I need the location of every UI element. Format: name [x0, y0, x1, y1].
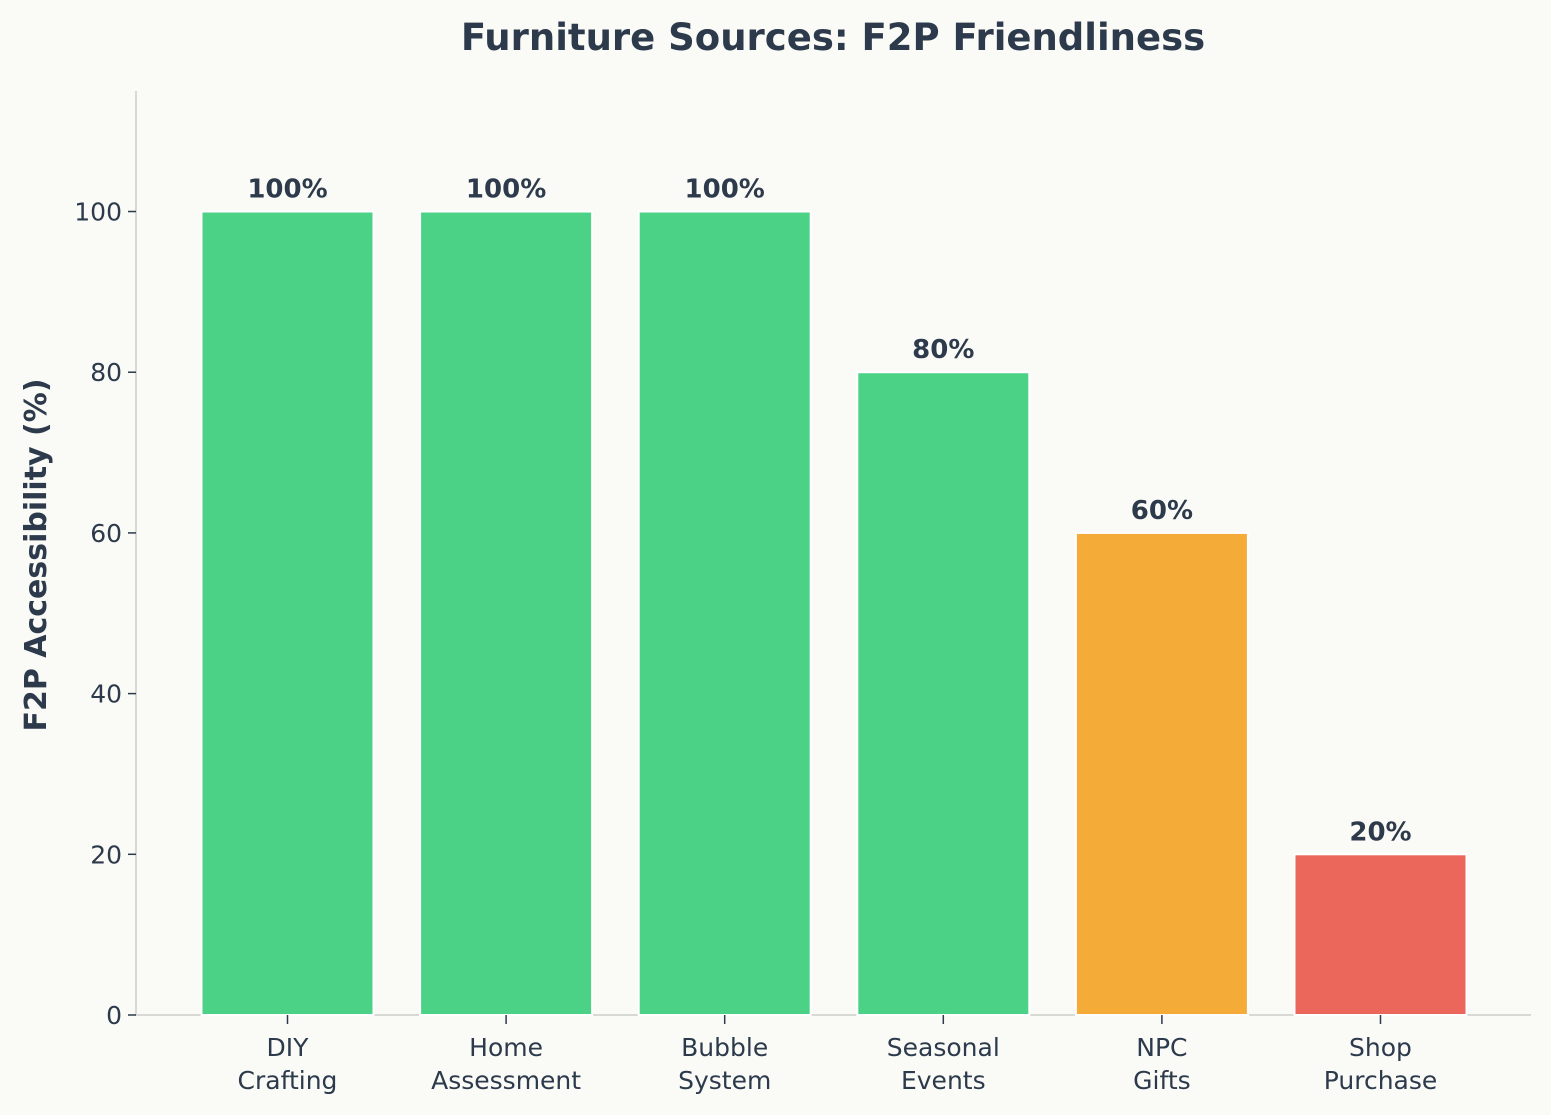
bar	[856, 371, 1031, 1016]
value-labels: 100% 100% 100% 80% 60% 20%	[247, 175, 1411, 848]
x-tick-label: Gifts	[1133, 1066, 1191, 1095]
bar-value-label: 60%	[1131, 496, 1193, 526]
x-tick-label: Events	[901, 1066, 986, 1095]
bar	[419, 210, 594, 1017]
bar-value-label: 100%	[685, 175, 765, 205]
y-tick-label: 0	[106, 1001, 122, 1030]
chart-title: Furniture Sources: F2P Friendliness	[461, 16, 1205, 59]
x-tick-label: DIY	[267, 1033, 310, 1062]
bar-value-label: 100%	[466, 175, 546, 205]
y-axis-label: F2P Accessibility (%)	[19, 378, 54, 731]
x-tick-label: Seasonal	[887, 1033, 1000, 1062]
bar	[1074, 531, 1249, 1016]
x-tick-label: System	[678, 1066, 771, 1095]
bar-value-label: 100%	[247, 175, 327, 205]
y-tick-label: 40	[90, 680, 122, 709]
x-tick-label: NPC	[1136, 1033, 1187, 1062]
bar	[637, 210, 812, 1017]
y-tick-label: 100	[74, 198, 122, 227]
bars	[200, 210, 1468, 1017]
y-ticks: 0 20 40 60 80 100	[74, 198, 136, 1030]
y-tick-label: 80	[90, 358, 122, 387]
x-tick-label: Crafting	[238, 1066, 338, 1095]
y-tick-label: 20	[90, 840, 122, 869]
bar	[200, 210, 375, 1017]
x-tick-label: Shop	[1349, 1033, 1412, 1062]
x-tick-label: Assessment	[431, 1066, 581, 1095]
bar-value-label: 80%	[912, 335, 974, 365]
x-ticks: DIY Crafting Home Assessment Bubble System Sea…	[238, 1015, 1438, 1095]
x-tick-label: Home	[469, 1033, 543, 1062]
y-tick-label: 60	[90, 519, 122, 548]
x-tick-label: Purchase	[1324, 1066, 1438, 1095]
x-tick-label: Bubble	[681, 1033, 768, 1062]
bar	[1293, 853, 1468, 1016]
bar-value-label: 20%	[1349, 817, 1411, 847]
